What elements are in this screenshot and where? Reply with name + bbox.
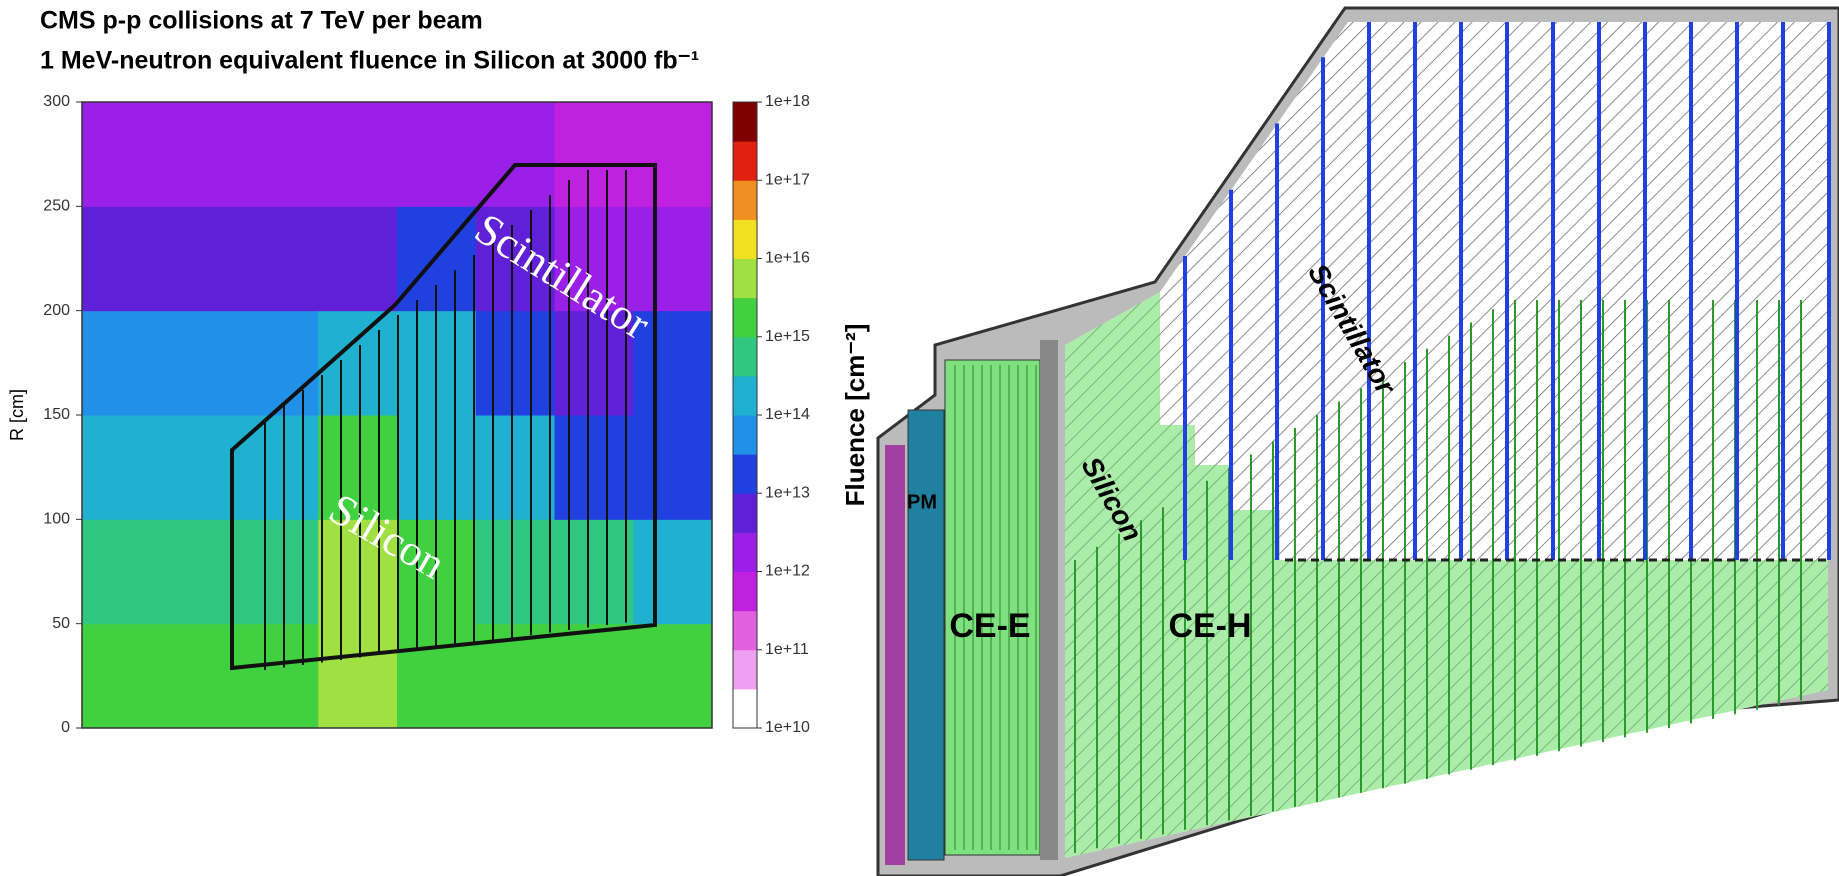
colorbar-tick-label: 1e+18 xyxy=(765,93,810,110)
colorbar-tick-label: 1e+13 xyxy=(765,484,810,501)
colorbar-tick-label: 1e+12 xyxy=(765,563,810,580)
heatmap-cell xyxy=(476,415,555,520)
y-tick-label: 150 xyxy=(43,406,70,423)
y-tick-label: 100 xyxy=(43,511,70,528)
heatmap-cell xyxy=(555,519,634,624)
heatmap-cell xyxy=(161,311,240,416)
y-tick-label: 50 xyxy=(52,615,70,632)
page: CMS p-p collisions at 7 TeV per beam 1 M… xyxy=(0,0,1839,876)
ce-e-label: CE-E xyxy=(949,607,1030,645)
heatmap-cell xyxy=(555,102,634,207)
colorbar-segment xyxy=(733,493,757,533)
heatmap-cell xyxy=(555,624,634,729)
colorbar-segment xyxy=(733,572,757,612)
chart-title: CMS p-p collisions at 7 TeV per beam xyxy=(40,7,483,35)
heatmap-cell xyxy=(633,624,712,729)
colorbar-segment xyxy=(733,298,757,338)
y-tick-label: 0 xyxy=(61,719,70,736)
colorbar-segment xyxy=(733,180,757,220)
pm-strip xyxy=(885,445,905,865)
detector-diagram: PM CE-E CE-H Silicon Scintillator xyxy=(878,8,1839,876)
heatmap-cell xyxy=(555,415,634,520)
pm-label: PM xyxy=(907,491,937,513)
heatmap-cell xyxy=(397,102,476,207)
heatmap-cell xyxy=(161,102,240,207)
colorbar-tick-label: 1e+15 xyxy=(765,328,810,345)
heatmap-cell xyxy=(82,519,161,624)
heatmap-cell xyxy=(82,311,161,416)
y-tick-label: 200 xyxy=(43,302,70,319)
colorbar-tick-label: 1e+10 xyxy=(765,719,810,736)
heatmap-cell xyxy=(633,206,712,311)
heatmap-cell xyxy=(633,102,712,207)
heatmap-cell xyxy=(161,519,240,624)
colorbar-label: Fluence [cm⁻²] xyxy=(840,324,870,507)
heatmap-cell xyxy=(161,624,240,729)
heatmap-cell xyxy=(476,311,555,416)
colorbar-tick-label: 1e+16 xyxy=(765,250,810,267)
colorbar-tick-label: 1e+11 xyxy=(765,641,809,658)
colorbar-tick-label: 1e+17 xyxy=(765,171,810,188)
colorbar-segment xyxy=(733,102,757,142)
heatmap-cell xyxy=(476,102,555,207)
chart-subtitle: 1 MeV-neutron equivalent fluence in Sili… xyxy=(40,47,699,75)
colorbar-segment xyxy=(733,532,757,572)
heatmap-cell xyxy=(240,311,319,416)
heatmap-cell xyxy=(82,206,161,311)
heatmap-cell xyxy=(240,102,319,207)
colorbar-segment xyxy=(733,259,757,299)
heatmap-cell xyxy=(82,415,161,520)
heatmap-cell xyxy=(240,206,319,311)
colorbar-segment xyxy=(733,650,757,690)
y-tick-label: 250 xyxy=(43,198,70,215)
heatmap-cell xyxy=(476,519,555,624)
colorbar-segment xyxy=(733,689,757,729)
y-axis-label: R [cm] xyxy=(7,389,27,441)
pm-box xyxy=(908,410,944,860)
heatmap-cell xyxy=(318,206,397,311)
heatmap-cell xyxy=(161,206,240,311)
heatmap-cell xyxy=(82,624,161,729)
colorbar-segment xyxy=(733,611,757,651)
heatmap-cell xyxy=(161,415,240,520)
ce-h-label: CE-H xyxy=(1168,607,1251,645)
colorbar-segment xyxy=(733,141,757,181)
heatmap-cell xyxy=(318,102,397,207)
colorbar-segment xyxy=(733,415,757,455)
y-tick-label: 300 xyxy=(43,93,70,110)
heatmap-cell xyxy=(633,519,712,624)
support-column xyxy=(1040,340,1058,860)
heatmap-cell xyxy=(318,624,397,729)
heatmap-cell xyxy=(633,415,712,520)
heatmap-cell xyxy=(240,519,319,624)
colorbar-segment xyxy=(733,219,757,259)
colorbar-segment xyxy=(733,376,757,416)
heatmap-cell xyxy=(82,102,161,207)
colorbar-tick-label: 1e+14 xyxy=(765,406,810,423)
colorbar-segment xyxy=(733,454,757,494)
colorbar-segment xyxy=(733,337,757,377)
plot-area: 0 50 100 150 200 250 300 1e+10 1e+11 1e+12 1e+13 1e… xyxy=(43,93,810,736)
figure: CMS p-p collisions at 7 TeV per beam 1 M… xyxy=(0,0,1839,876)
heatmap-cell xyxy=(240,624,319,729)
